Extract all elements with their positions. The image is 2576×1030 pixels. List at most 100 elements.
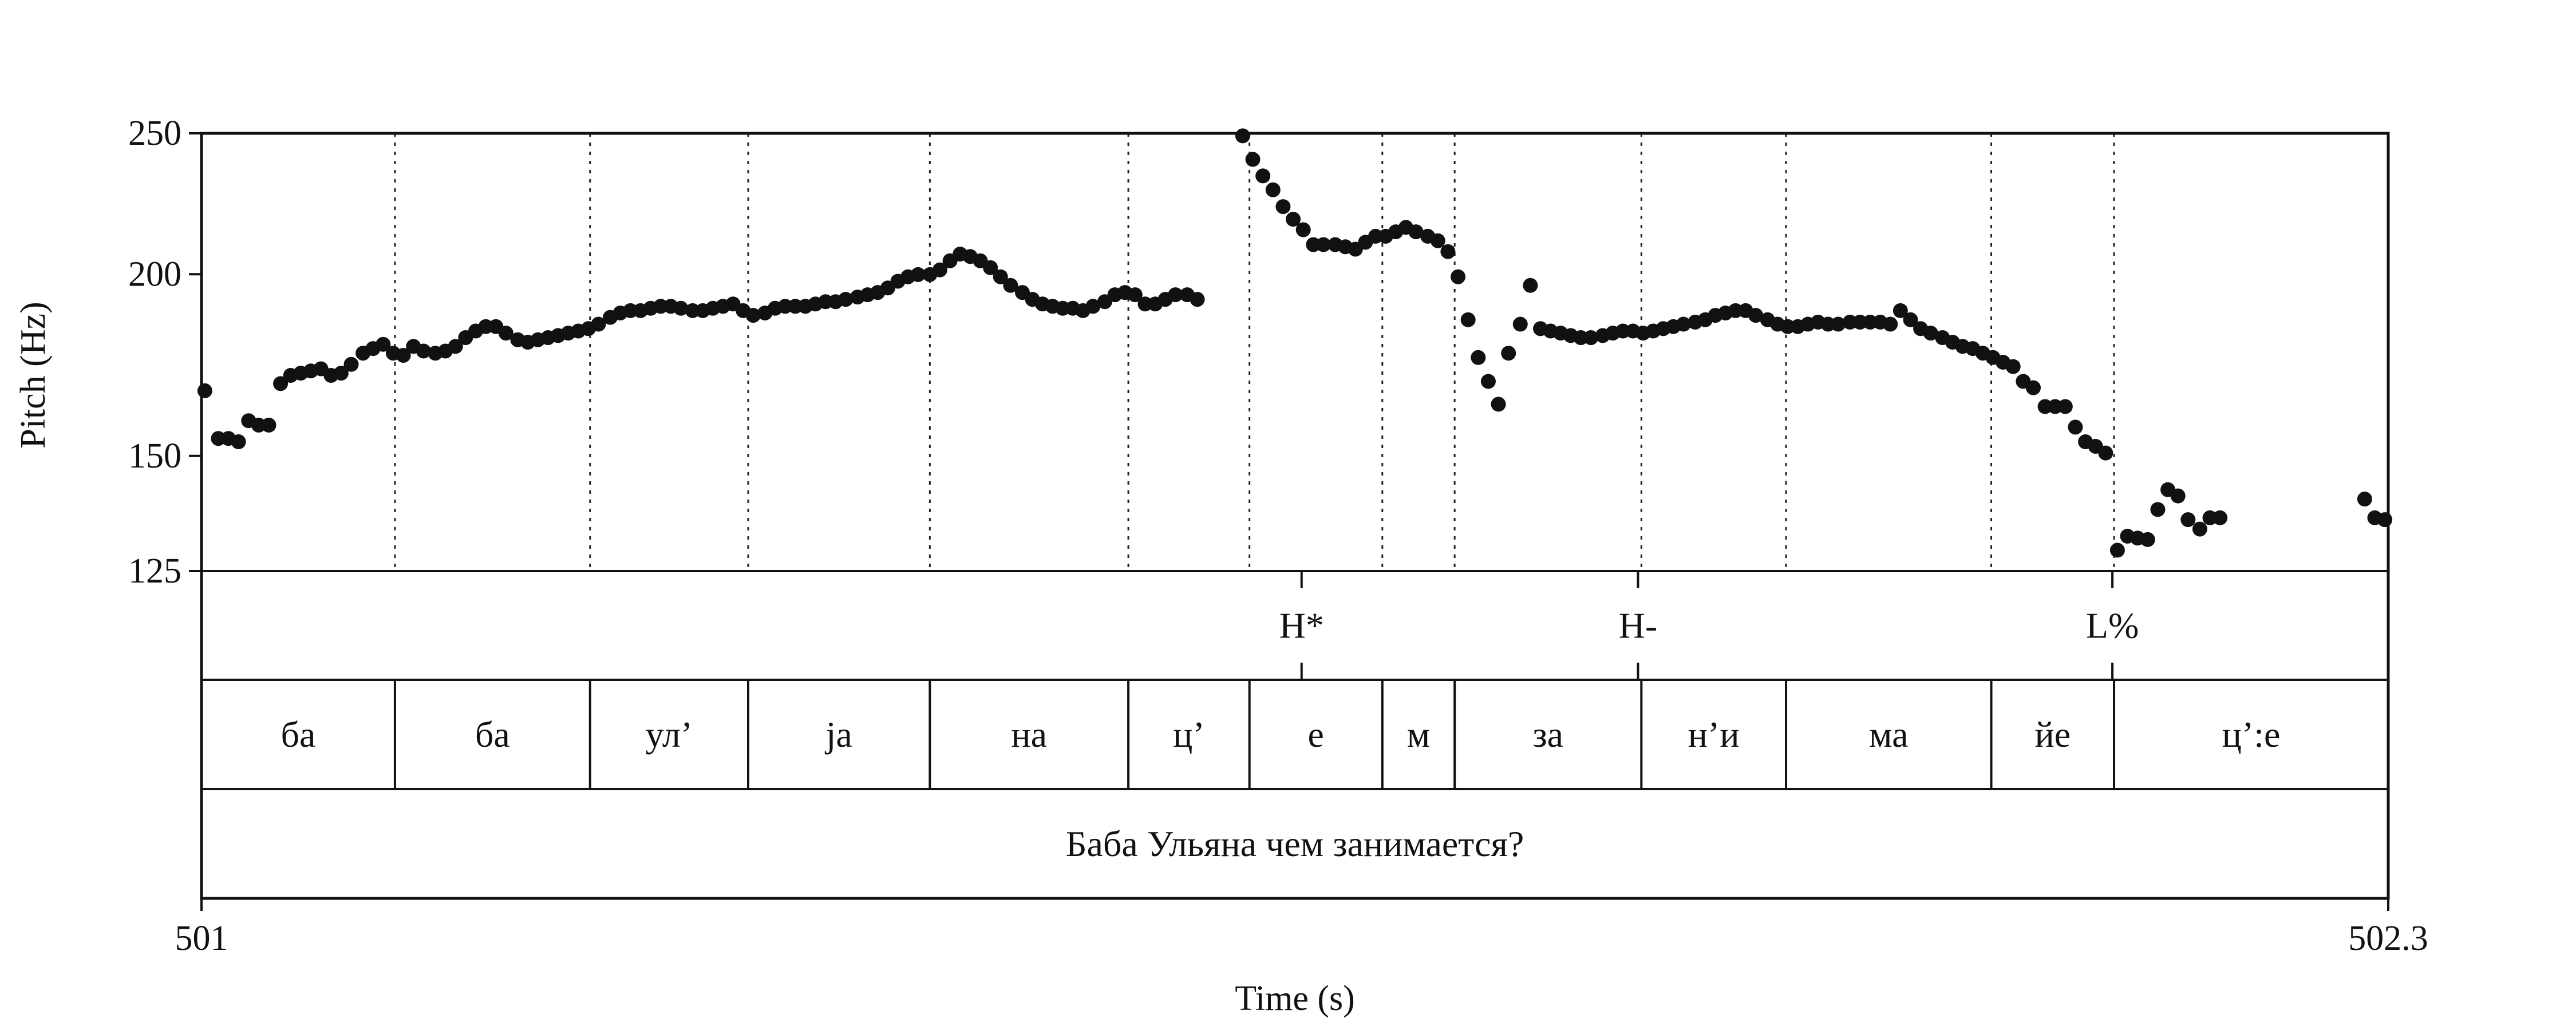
pitch-point (1903, 312, 1918, 327)
pitch-point (498, 326, 513, 341)
pitch-point (1512, 316, 1528, 332)
y-axis-label: Pitch (Hz) (14, 302, 53, 449)
pitch-point (448, 339, 463, 354)
syllable-label: ja (825, 714, 852, 755)
pitch-point (2005, 359, 2021, 374)
pitch-point (2098, 445, 2113, 461)
pitch-point (1127, 287, 1143, 303)
pitch-point (2025, 380, 2041, 395)
pitch-point (2180, 512, 2196, 528)
pitch-point (1430, 233, 1445, 248)
pitch-point (1190, 292, 1205, 307)
outer-frame (200, 132, 2390, 900)
pitch-point (2377, 512, 2393, 528)
pitch-point (273, 376, 289, 391)
syllable-label: ц’:е (2222, 714, 2281, 755)
syllable-label: ба (280, 714, 315, 755)
pitch-point (1676, 316, 1691, 332)
x-axis-label: Time (s) (1235, 979, 1355, 1018)
pitch-point (343, 356, 359, 372)
pitch-point (1460, 312, 1476, 327)
pitch-point (1408, 224, 1424, 240)
syllable-label: ма (1869, 714, 1908, 755)
pitch-point (1501, 346, 1516, 361)
pitch-point (1255, 168, 1271, 184)
pitch-point (1295, 222, 1311, 237)
syllable-label: на (1011, 714, 1047, 755)
pitch-point (1523, 278, 1538, 293)
pitch-points (197, 128, 2393, 558)
pitch-point (1471, 350, 1486, 365)
tone-tier: H* H- L% (1279, 571, 2139, 680)
pitch-point (1831, 316, 1846, 332)
pitch-point (983, 260, 998, 275)
pitch-point (2212, 510, 2228, 525)
sentence-tier: Баба Ульяна чем занимается? (1066, 823, 1524, 864)
sentence-label: Баба Ульяна чем занимается? (1066, 823, 1524, 864)
pitch-point (1265, 182, 1281, 197)
pitch-point (2150, 502, 2166, 517)
syllable-label: йе (2034, 714, 2071, 755)
pitch-point (261, 417, 276, 433)
y-tick-label: 125 (128, 552, 181, 591)
pitch-point (1168, 287, 1183, 303)
y-tick-label: 150 (128, 437, 181, 476)
pitch-point (333, 366, 349, 381)
pitch-point (591, 316, 606, 332)
tone-label: H* (1279, 605, 1324, 646)
pitch-point (1440, 244, 1456, 259)
tone-label: H- (1619, 605, 1658, 646)
pitch-point (197, 383, 212, 398)
pitch-point (1085, 299, 1101, 314)
pitch-point (1286, 212, 1301, 227)
y-tick-label: 200 (128, 255, 181, 294)
y-tick-label: 250 (128, 114, 181, 153)
syllable-label: е (1308, 714, 1324, 755)
syllable-label: н’и (1688, 714, 1740, 755)
pitch-point (838, 292, 854, 307)
pitch-point (1315, 237, 1331, 252)
syllable-boundary-lines (394, 133, 2115, 571)
tone-label: L% (2086, 605, 2139, 646)
pitch-point (2192, 521, 2207, 537)
pitch-point (993, 269, 1008, 284)
syllable-label: за (1532, 714, 1563, 755)
syllable-label: м (1407, 714, 1431, 755)
axes: Pitch (Hz) Time (s) 501 502.3 250 200 150 1… (14, 114, 2428, 1018)
pitch-point (1923, 326, 1938, 341)
pitch-point (2140, 532, 2155, 547)
pitch-point (1275, 199, 1291, 215)
pitch-point (231, 434, 246, 450)
pitch-point (673, 300, 689, 316)
syllable-label: ц’ (1173, 714, 1205, 755)
pitch-point (1003, 278, 1018, 293)
pitch-point (1583, 330, 1599, 346)
panel-frames (200, 132, 2390, 900)
pitch-point (1491, 397, 1506, 412)
pitch-point (396, 347, 411, 363)
pitch-point (1883, 316, 1898, 332)
pitch-point (376, 336, 391, 352)
syllable-label: ба (475, 714, 510, 755)
pitch-point (2357, 492, 2372, 507)
pitch-point (745, 308, 761, 323)
pitch-point (2068, 419, 2083, 435)
pitch-point (932, 262, 947, 278)
syllable-label: ул’ (646, 714, 693, 755)
pitch-point (1748, 308, 1764, 323)
x-tick-label-end: 502.3 (2348, 919, 2428, 958)
pitch-point (910, 267, 926, 282)
pitch-point (1893, 303, 1908, 318)
pitch-point (1235, 128, 1250, 144)
pitch-point (2109, 542, 2125, 558)
x-tick-label-start: 501 (175, 919, 228, 958)
pitch-point (2057, 399, 2073, 414)
pitch-point (1451, 269, 1466, 284)
pitch-point (416, 343, 431, 359)
pitch-point (2170, 488, 2186, 504)
syllable-tier: ба ба ул’ ja на ц’ е м за н’и ма йе ц’:е (280, 680, 2280, 789)
pitch-point (1245, 152, 1261, 167)
pitch-point (1480, 374, 1496, 389)
